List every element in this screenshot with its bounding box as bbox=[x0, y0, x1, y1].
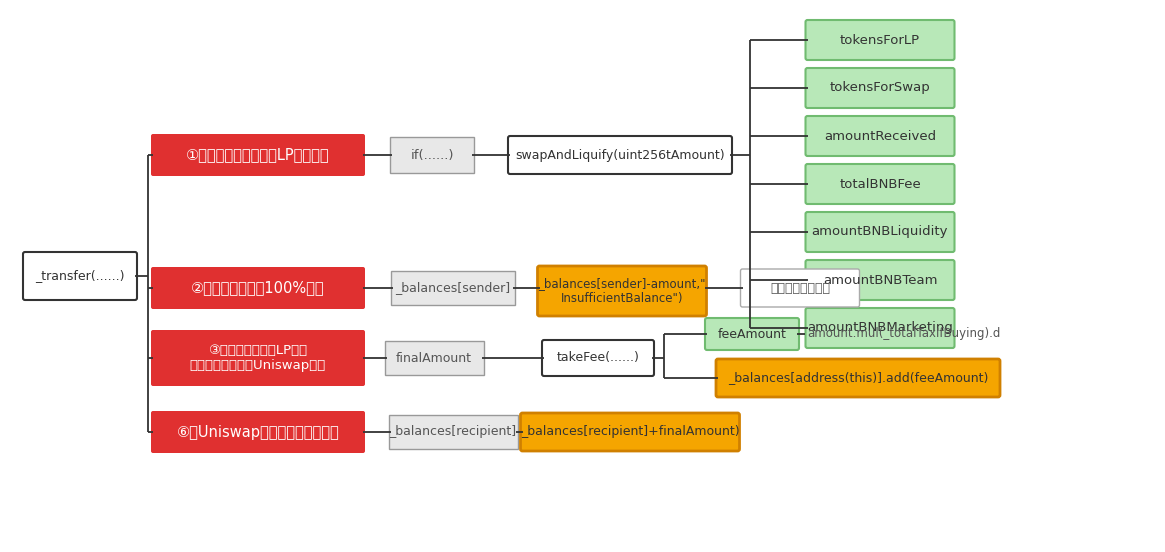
Text: ②从用户钱包里扣100%的钱: ②从用户钱包里扣100%的钱 bbox=[191, 280, 325, 295]
FancyBboxPatch shape bbox=[716, 359, 1000, 397]
Text: finalAmount: finalAmount bbox=[396, 352, 472, 364]
Text: _balances[recipient]+finalAmount): _balances[recipient]+finalAmount) bbox=[521, 426, 740, 438]
FancyBboxPatch shape bbox=[705, 318, 799, 350]
Text: _transfer(......): _transfer(......) bbox=[35, 269, 125, 283]
Text: _balances[address(this)].add(feeAmount): _balances[address(this)].add(feeAmount) bbox=[728, 371, 988, 385]
FancyBboxPatch shape bbox=[537, 266, 706, 316]
FancyBboxPatch shape bbox=[151, 267, 365, 309]
FancyBboxPatch shape bbox=[805, 116, 954, 156]
Text: ①计算向开发者钱包、LP分成比例: ①计算向开发者钱包、LP分成比例 bbox=[186, 147, 330, 162]
FancyBboxPatch shape bbox=[805, 260, 954, 300]
FancyBboxPatch shape bbox=[741, 269, 860, 307]
Text: totalBNBFee: totalBNBFee bbox=[839, 178, 920, 190]
FancyBboxPatch shape bbox=[805, 20, 954, 60]
FancyBboxPatch shape bbox=[151, 411, 365, 453]
Text: _balances[sender]-amount,"
InsufficientBalance"): _balances[sender]-amount," InsufficientB… bbox=[538, 277, 706, 305]
Text: _balances[sender]: _balances[sender] bbox=[395, 282, 510, 295]
Text: _balances[recipient]: _balances[recipient] bbox=[389, 426, 516, 438]
FancyBboxPatch shape bbox=[390, 137, 474, 173]
FancyBboxPatch shape bbox=[542, 340, 654, 376]
Text: 转了多少就是多少: 转了多少就是多少 bbox=[770, 282, 829, 295]
Text: amount.mul(_totalTaxIfBuying).d: amount.mul(_totalTaxIfBuying).d bbox=[807, 327, 1001, 341]
Text: takeFee(......): takeFee(......) bbox=[557, 352, 640, 364]
Text: if(......): if(......) bbox=[410, 148, 453, 162]
Text: amountBNBLiquidity: amountBNBLiquidity bbox=[812, 226, 948, 238]
FancyBboxPatch shape bbox=[805, 308, 954, 348]
FancyBboxPatch shape bbox=[151, 134, 365, 176]
FancyBboxPatch shape bbox=[388, 415, 517, 449]
Text: amountBNBTeam: amountBNBTeam bbox=[822, 273, 938, 286]
Text: tokensForSwap: tokensForSwap bbox=[829, 82, 931, 94]
FancyBboxPatch shape bbox=[521, 413, 740, 451]
Text: tokensForLP: tokensForLP bbox=[840, 34, 920, 46]
FancyBboxPatch shape bbox=[23, 252, 137, 300]
Text: feeAmount: feeAmount bbox=[718, 327, 786, 341]
Text: amountReceived: amountReceived bbox=[824, 130, 935, 142]
FancyBboxPatch shape bbox=[805, 68, 954, 108]
FancyBboxPatch shape bbox=[151, 330, 365, 386]
Text: ⑥把Uniswap兑换金额转账给用户: ⑥把Uniswap兑换金额转账给用户 bbox=[177, 424, 339, 439]
Text: ③向开发者钱包、LP转账
并计算拿多少钱去Uniswap兑换: ③向开发者钱包、LP转账 并计算拿多少钱去Uniswap兑换 bbox=[190, 344, 326, 372]
FancyBboxPatch shape bbox=[805, 212, 954, 252]
FancyBboxPatch shape bbox=[508, 136, 732, 174]
Text: amountBNBMarketing: amountBNBMarketing bbox=[807, 321, 953, 335]
FancyBboxPatch shape bbox=[391, 271, 515, 305]
FancyBboxPatch shape bbox=[805, 164, 954, 204]
FancyBboxPatch shape bbox=[384, 341, 483, 375]
Text: swapAndLiquify(uint256tAmount): swapAndLiquify(uint256tAmount) bbox=[515, 148, 725, 162]
